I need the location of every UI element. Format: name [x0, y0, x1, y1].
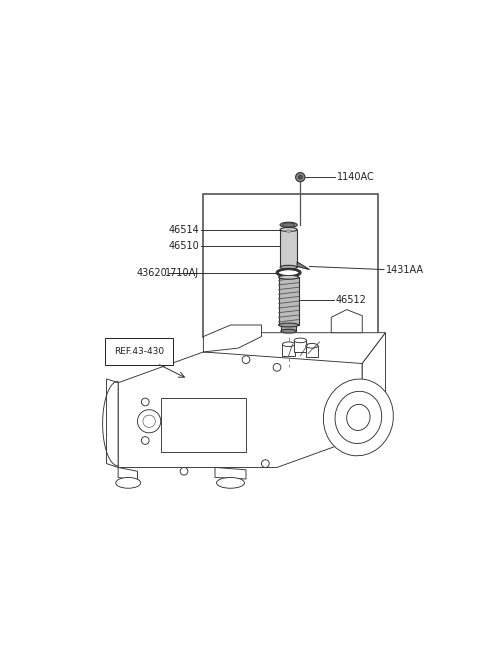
Text: 43620: 43620 — [136, 268, 167, 278]
Circle shape — [180, 468, 188, 475]
Circle shape — [273, 364, 281, 371]
Circle shape — [298, 176, 302, 179]
Ellipse shape — [280, 265, 297, 269]
Polygon shape — [204, 333, 385, 364]
Circle shape — [242, 356, 250, 364]
Text: 46512: 46512 — [335, 295, 366, 305]
Circle shape — [143, 415, 156, 428]
Polygon shape — [331, 310, 362, 333]
Text: REF.43-430: REF.43-430 — [114, 346, 164, 356]
Circle shape — [137, 409, 161, 433]
Polygon shape — [118, 352, 362, 468]
Bar — [280, 229, 297, 267]
Ellipse shape — [286, 230, 292, 233]
Ellipse shape — [280, 227, 297, 231]
Bar — [204, 194, 378, 337]
Text: 1140AC: 1140AC — [337, 172, 375, 182]
Ellipse shape — [116, 477, 141, 488]
Ellipse shape — [281, 329, 296, 333]
Polygon shape — [118, 468, 137, 481]
Bar — [282, 345, 295, 356]
Ellipse shape — [294, 338, 306, 343]
Ellipse shape — [278, 323, 299, 327]
Text: 1710AJ: 1710AJ — [166, 268, 200, 278]
Bar — [306, 346, 318, 358]
Ellipse shape — [282, 223, 295, 227]
Circle shape — [142, 437, 149, 444]
Polygon shape — [297, 262, 310, 270]
Polygon shape — [107, 379, 118, 468]
Bar — [281, 325, 296, 331]
Ellipse shape — [216, 477, 244, 488]
Ellipse shape — [324, 379, 394, 456]
Ellipse shape — [335, 391, 382, 443]
Text: 1431AA: 1431AA — [385, 265, 423, 274]
Bar — [278, 277, 299, 325]
Ellipse shape — [280, 271, 297, 275]
Text: 46514: 46514 — [169, 225, 200, 234]
Circle shape — [142, 398, 149, 406]
Polygon shape — [362, 333, 385, 437]
Bar — [294, 341, 306, 352]
Ellipse shape — [282, 342, 295, 346]
Text: 46510: 46510 — [169, 242, 200, 252]
Polygon shape — [204, 325, 262, 352]
Circle shape — [296, 172, 305, 182]
Bar — [161, 398, 246, 452]
Ellipse shape — [278, 275, 299, 279]
Circle shape — [262, 460, 269, 468]
Ellipse shape — [306, 343, 318, 348]
Ellipse shape — [280, 222, 297, 227]
Ellipse shape — [347, 404, 370, 430]
Polygon shape — [215, 468, 246, 479]
